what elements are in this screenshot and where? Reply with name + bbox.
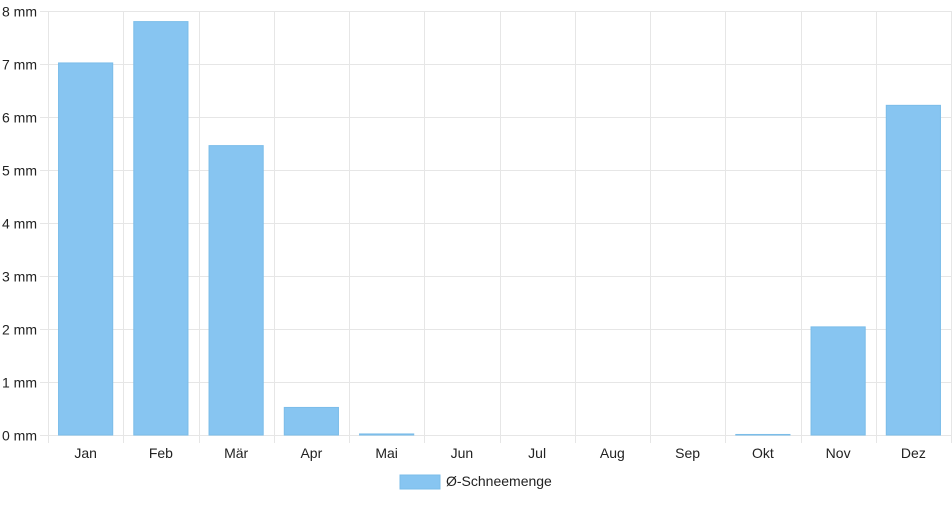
- legend-label: Ø-Schneemenge: [446, 473, 552, 489]
- y-tick-label: 4 mm: [2, 216, 37, 232]
- y-tick-label: 0 mm: [2, 428, 37, 444]
- y-axis-ticks: 0 mm 1 mm 2 mm 3 mm 4 mm 5 mm 6 mm 7 mm 8 mm: [2, 4, 37, 444]
- x-tick-label: Okt: [752, 445, 774, 461]
- y-tick-label: 1 mm: [2, 375, 37, 391]
- x-tick-label: Jul: [528, 445, 546, 461]
- bar-feb[interactable]: [133, 21, 189, 436]
- legend-swatch: [399, 474, 441, 490]
- x-tick-label: Jun: [451, 445, 474, 461]
- x-tick-label: Sep: [675, 445, 700, 461]
- bar-nov[interactable]: [810, 326, 866, 436]
- y-tick-label: 8 mm: [2, 4, 37, 20]
- x-tick-label: Nov: [826, 445, 851, 461]
- bar-dez[interactable]: [885, 104, 941, 436]
- x-tick-label: Apr: [300, 445, 322, 461]
- bars: [58, 21, 941, 436]
- bar-apr[interactable]: [283, 406, 339, 436]
- x-tick-label: Mai: [375, 445, 398, 461]
- y-tick-label: 5 mm: [2, 163, 37, 179]
- y-tick-label: 3 mm: [2, 269, 37, 285]
- x-tick-label: Aug: [600, 445, 625, 461]
- x-tick-label: Dez: [901, 445, 926, 461]
- y-tick-label: 6 mm: [2, 110, 37, 126]
- bar-mär[interactable]: [208, 145, 264, 436]
- x-tick-label: Feb: [149, 445, 173, 461]
- x-tick-label: Jan: [74, 445, 97, 461]
- y-tick-label: 7 mm: [2, 57, 37, 73]
- x-axis-ticks: Jan Feb Mär Apr Mai Jun Jul Aug Sep Okt Nov Dez: [74, 445, 925, 461]
- bar-mai[interactable]: [359, 433, 415, 436]
- y-tick-label: 2 mm: [2, 322, 37, 338]
- legend[interactable]: Ø-Schneemenge: [399, 473, 552, 490]
- x-tick-label: Mär: [224, 445, 248, 461]
- bar-okt[interactable]: [735, 433, 791, 436]
- bar-jan[interactable]: [58, 62, 114, 436]
